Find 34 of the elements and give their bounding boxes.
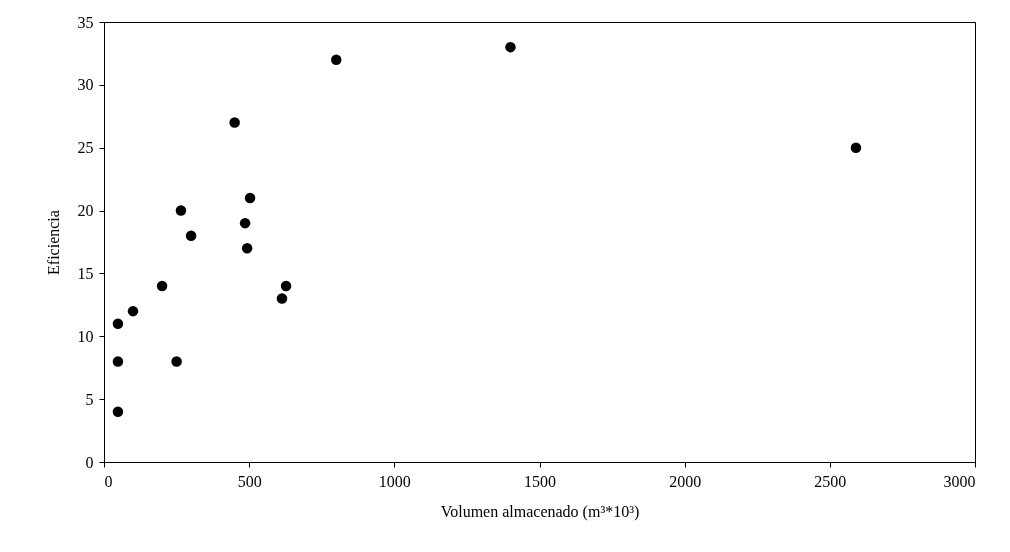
point: [112, 318, 124, 329]
y-tick-label: 5: [85, 390, 94, 408]
point: [331, 54, 342, 65]
x-tick-label: 0: [104, 472, 113, 490]
x-tick-label: 1500: [524, 472, 556, 490]
point: [229, 117, 240, 128]
point: [156, 280, 168, 292]
point: [505, 41, 516, 53]
point: [127, 305, 139, 317]
y-tick-label: 10: [77, 327, 94, 345]
point: [185, 230, 197, 241]
y-tick-label: 20: [77, 202, 94, 220]
x-axis-title: Volumen almacenado (m³*10³): [440, 502, 640, 521]
y-tick-label: 15: [77, 264, 94, 282]
point: [280, 280, 292, 292]
point: [171, 356, 182, 367]
y-axis-title: Eficiencia: [44, 210, 62, 275]
point: [239, 217, 251, 229]
x-tick-label: 500: [237, 472, 262, 490]
y-tick-label: 0: [85, 453, 94, 471]
point: [112, 406, 124, 417]
y-tick-label: 30: [77, 76, 94, 94]
x-tick-label: 3000: [943, 472, 976, 490]
x-tick-label: 1000: [378, 472, 411, 490]
y-tick-label: 25: [77, 139, 94, 157]
x-tick-label: 2000: [669, 472, 702, 490]
point: [241, 243, 253, 254]
point: [276, 293, 288, 304]
point: [850, 142, 862, 153]
point: [175, 205, 187, 216]
x-tick-label: 2500: [814, 472, 847, 490]
point: [112, 356, 124, 367]
point: [244, 192, 256, 204]
y-tick-label: 35: [77, 13, 94, 31]
